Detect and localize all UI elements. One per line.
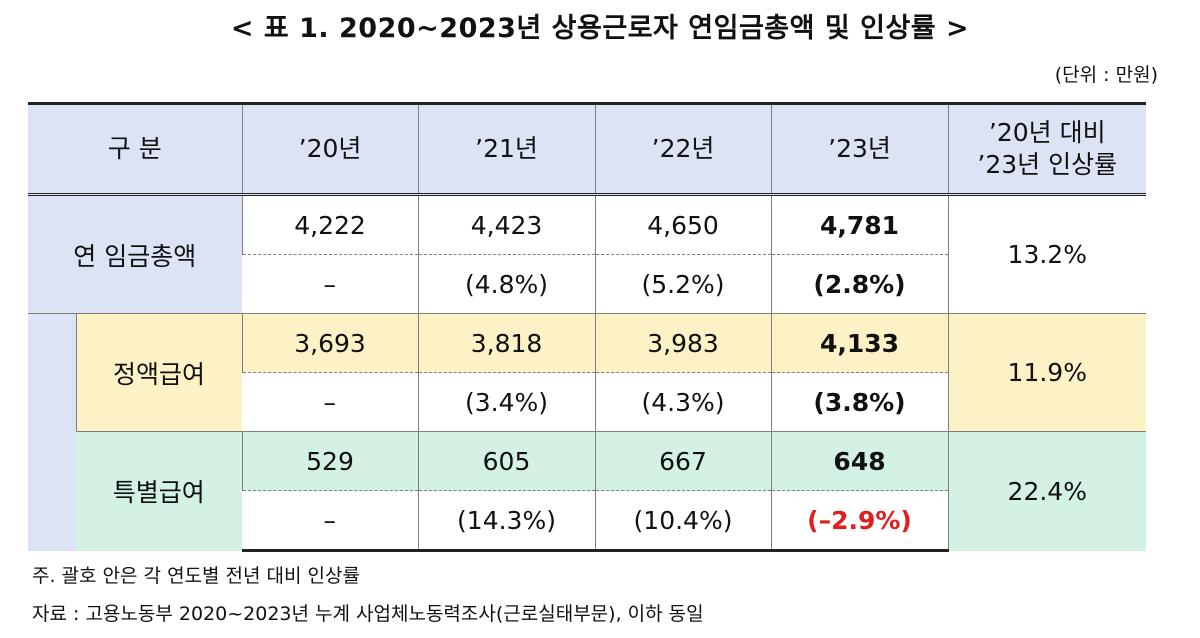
table-row-total-rate: – (4.8%) (5.2%) (2.8%) xyxy=(28,254,1146,314)
footnote: 주. 괄호 안은 각 연도별 전년 대비 인상률 xyxy=(32,565,360,587)
table-title: < 표 1. 2020~2023년 상용근로자 연임금총액 및 인상률 > xyxy=(230,13,970,44)
table-row-special-rate: – (14.3%) (10.4%) (–2.9%) xyxy=(28,490,1146,552)
regular-rate-2023: (3.8%) xyxy=(770,372,949,432)
header-row: 구 분 ’20년 ’21년 ’22년 ’23년 ’20년 대비 ’23년 인상률 xyxy=(28,102,1147,196)
row-label-regular: 정액급여 xyxy=(75,313,243,432)
total-rate-2021: (4.8%) xyxy=(417,254,596,314)
total-change: 13.2% xyxy=(947,194,1147,314)
row-label-total: 연 임금총액 xyxy=(28,194,243,314)
regular-rate-2021: (3.4%) xyxy=(417,372,596,432)
indent-cell xyxy=(28,313,76,551)
wage-table: 구 분 ’20년 ’21년 ’22년 ’23년 ’20년 대비 ’23년 인상률… xyxy=(28,102,1147,552)
source-note: 자료 : 고용노동부 2020~2023년 누계 사업체노동력조사(근로실태부문… xyxy=(32,603,704,625)
regular-change: 11.9% xyxy=(947,313,1147,432)
total-value-2023: 4,781 xyxy=(770,194,949,255)
header-change-line1: ’20년 대비 xyxy=(988,118,1106,147)
table-row-regular: 정액급여 3,693 3,818 3,983 4,133 11.9% xyxy=(28,313,1147,551)
header-change-line2: ’23년 인상률 xyxy=(977,150,1118,179)
special-rate-2023: (–2.9%) xyxy=(770,490,949,552)
header-2023: ’23년 xyxy=(770,102,949,196)
regular-value-2021: 3,818 xyxy=(417,313,596,373)
special-rate-2020: – xyxy=(242,490,419,552)
regular-rate-2020: – xyxy=(323,387,337,417)
header-2021: ’21년 xyxy=(417,102,596,196)
header-category: 구 분 xyxy=(28,102,243,196)
total-rate-2023: (2.8%) xyxy=(770,254,949,314)
total-rate-2022: (5.2%) xyxy=(594,254,772,314)
regular-rate-2022: (4.3%) xyxy=(594,372,772,432)
regular-value-2022: 3,983 xyxy=(594,313,772,373)
header-change: ’20년 대비 ’23년 인상률 xyxy=(947,102,1147,196)
header-2020: ’20년 xyxy=(241,102,419,196)
table-row-special: 특별급여 529 605 667 648 22.4% xyxy=(28,431,1147,551)
row-label-special: 특별급여 xyxy=(76,431,243,551)
header-2022: ’22년 xyxy=(594,102,772,196)
total-value-2022: 4,650 xyxy=(594,194,772,255)
table-row-total: 연 임금총액 4,222 4,423 4,650 4,781 13.2% xyxy=(28,194,1147,314)
unit-label: (단위 : 만원) xyxy=(1054,64,1158,86)
special-value-2023: 648 xyxy=(770,431,949,491)
total-rate-2020: – xyxy=(323,269,337,299)
total-value-2020: 4,222 xyxy=(241,194,419,255)
table-row-regular-rate: – (3.4%) (4.3%) (3.8%) xyxy=(28,372,1146,432)
special-value-2021: 605 xyxy=(417,431,596,491)
special-change: 22.4% xyxy=(947,431,1147,551)
regular-value-2020: 3,693 xyxy=(241,313,419,373)
special-value-2022: 667 xyxy=(594,431,772,491)
special-value-2020: 529 xyxy=(241,431,419,491)
total-value-2021: 4,423 xyxy=(417,194,596,255)
special-rate-2021: (14.3%) xyxy=(417,490,596,552)
special-rate-2022: (10.4%) xyxy=(594,490,772,552)
regular-value-2023: 4,133 xyxy=(770,313,949,373)
